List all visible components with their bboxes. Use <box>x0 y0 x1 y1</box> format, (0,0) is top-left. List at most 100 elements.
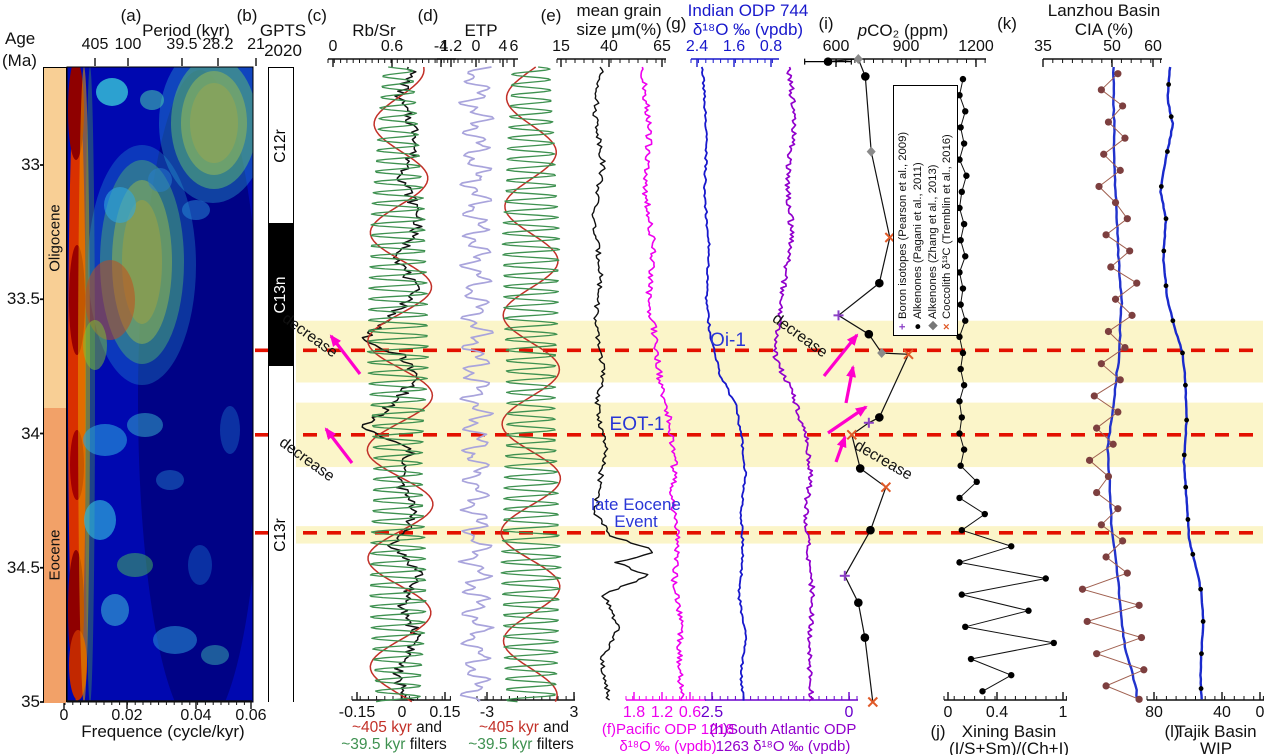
tick-label: 34.5 <box>6 557 40 577</box>
tick-label: 0.6 <box>380 38 404 55</box>
tick-label: 0 <box>59 707 69 724</box>
tick-label: 0.06 <box>235 707 267 724</box>
pco2-title-rest: CO₂ (ppm) <box>867 21 949 40</box>
age-axis-title-2: (Ma) <box>2 51 37 70</box>
tick-label: 1.2 <box>439 38 463 55</box>
tick-label: 39.5 <box>166 36 198 53</box>
tick-label: 0.02 <box>111 707 143 724</box>
pco2-legend: +Boron isotopes (Pearson et al., 2009) ●A… <box>893 85 958 336</box>
tick-label: 1.8 <box>622 704 646 721</box>
tick-label: 65 <box>653 38 671 55</box>
pco2-title: pCO₂ (ppm) <box>858 21 949 41</box>
curve-pacific <box>640 66 685 701</box>
tick-label: 4 <box>498 38 508 55</box>
eot1-annotation: EOT-1 <box>609 414 665 435</box>
late-eocene-event-annotation-2: Event <box>614 512 658 531</box>
tick-label: 1200 <box>958 38 994 55</box>
chron-label: C13n <box>272 275 289 314</box>
legend-marker-icon: × <box>941 323 954 330</box>
pco2-series <box>804 53 914 708</box>
pacific-caption-2: δ¹⁸O ‰ (vpdb) <box>619 738 717 755</box>
panel-k-label: (k) <box>997 14 1017 33</box>
curve-tjk <box>1159 66 1205 700</box>
panel-b-label: (b) <box>236 6 258 25</box>
pco2-legend-content: +Boron isotopes (Pearson et al., 2009) ●A… <box>894 80 959 333</box>
d-filters-caption-2: ~39.5 kyr filters <box>468 736 574 754</box>
tick-label: -3 <box>479 704 495 721</box>
indian-title-1: Indian ODP 744 <box>687 1 809 20</box>
tick-label: 0 <box>943 704 953 721</box>
tick-label: 50 <box>1103 38 1121 55</box>
tick-label: 35 <box>1034 38 1052 55</box>
legend-item: + Boron isotopes (Pearson et al., 2009) <box>896 83 911 330</box>
grain-title-1: mean grain <box>576 1 662 20</box>
gpts-title: GPTS <box>259 21 307 40</box>
panel-g-label: (g) <box>665 14 687 33</box>
tick-label: 1 <box>1058 704 1068 721</box>
tick-label: 34 <box>21 423 40 443</box>
lanzhou-title-2: CIA (%) <box>1074 20 1134 39</box>
tick-label: 6 <box>509 38 519 55</box>
indian-title-2: δ¹⁸O ‰ (vpdb) <box>692 20 804 39</box>
decrease-arrows <box>324 333 868 464</box>
d-filter-word: filters <box>532 736 574 753</box>
curve-c39 <box>366 66 430 703</box>
tick-label: 40 <box>1213 704 1231 721</box>
curve-d39 <box>500 66 562 703</box>
c-filter-word: filters <box>405 736 447 753</box>
proxy-curves <box>361 66 1205 703</box>
strat-unit-eocene: Eocene <box>44 407 66 703</box>
tick-label: 600 <box>822 38 850 55</box>
xining-caption-1: Xining Basin <box>961 722 1057 741</box>
legend-item: ● Alkenones (Pagani et al., 2011) <box>911 83 926 330</box>
panel-l-label: (l) <box>1164 722 1180 741</box>
tick-label: 1.6 <box>722 38 746 55</box>
legend-item-text: Coccolith δ¹³C (Tremblin et al., 2016) <box>941 134 954 319</box>
panel-d-label: (d) <box>417 6 439 25</box>
age-axis-title-1: Age <box>5 29 36 48</box>
strat-unit-oligocene: Oligocene <box>44 68 66 408</box>
tick-label: 0 <box>471 38 481 55</box>
rbsr-title: Rb/Sr <box>352 21 396 40</box>
tick-label: 1.2 <box>650 704 674 721</box>
legend-item-text: Alkenones (Pagani et al., 2011) <box>911 162 924 319</box>
satlantic-caption-1: (h)South Atlantic ODP <box>709 721 857 738</box>
lanzhou-points <box>1078 70 1148 703</box>
curve-satl <box>772 66 816 702</box>
d-filter-and: and <box>538 719 570 736</box>
tick-label: 2.5 <box>700 704 724 721</box>
tick-label: 80 <box>1145 704 1163 721</box>
tajik-caption-2: WIP <box>1199 739 1233 755</box>
pco2-title-p: p <box>857 21 868 40</box>
gpts-column: C12r C13n C13r <box>268 67 294 703</box>
c-filter-and: and <box>411 719 443 736</box>
tick-label: 900 <box>892 38 920 55</box>
tick-label: 0.4 <box>985 704 1009 721</box>
event-lines <box>255 348 1263 535</box>
tick-label: 15 <box>552 38 570 55</box>
legend-item-text: Boron isotopes (Pearson et al., 2009) <box>897 131 909 319</box>
oi1-annotation: Oi-1 <box>710 330 746 351</box>
d-filters-caption-1: ~405 kyr and <box>479 719 569 737</box>
legend-marker-icon: ◆ <box>926 321 939 330</box>
curve-cia <box>1106 66 1139 701</box>
tick-label: 405 <box>81 36 109 53</box>
etp-title: ETP <box>464 21 498 40</box>
chron-label: C13r <box>272 517 289 552</box>
period-axis-title: Period (kyr) <box>142 21 230 40</box>
d-filter-39: ~39.5 kyr <box>468 736 533 753</box>
tick-label: 21 <box>247 36 265 53</box>
strat-label: Oligocene <box>46 204 64 272</box>
tick-label: -0.15 <box>338 704 376 721</box>
legend-item: × Coccolith δ¹³C (Tremblin et al., 2016) <box>940 83 955 330</box>
panel-e-label: (e) <box>540 6 562 25</box>
tick-label: 35 <box>21 692 40 711</box>
panel-j-label: (j) <box>930 722 946 741</box>
lanzhou-title-1: Lanzhou Basin <box>1047 1 1161 20</box>
tick-label: 0.6 <box>678 704 702 721</box>
strat-label: Eocene <box>46 529 64 581</box>
curve-etp <box>457 66 495 703</box>
satlantic-caption-2: 1263 δ¹⁸O ‰ (vpdb) <box>715 738 851 755</box>
c-filters-caption-2: ~39.5 kyr filters <box>341 736 447 754</box>
